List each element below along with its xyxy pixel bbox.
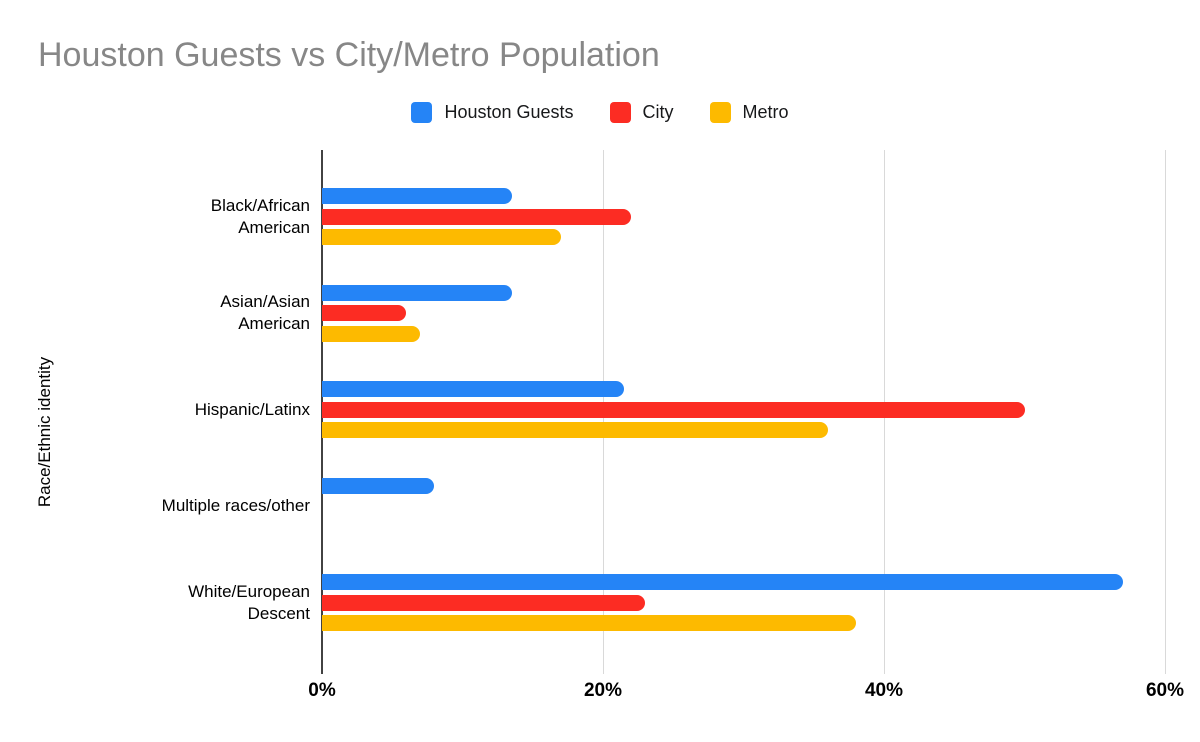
plot-area: 0% 20% 40% 60% [308,150,1184,701]
legend-label: Houston Guests [444,101,574,122]
category-label: Multiple races/other [90,495,310,517]
bar-city [322,305,407,321]
y-axis-title: Race/Ethnic identity [35,356,54,508]
bar-city [322,401,1025,418]
bar-houston-guests [322,381,625,397]
gridline [1165,150,1166,662]
category-label-line: Hispanic/Latinx [194,399,310,419]
category-label-line: American [238,217,310,237]
category-label: Hispanic/Latinx [90,399,310,421]
bar-metro [322,325,421,342]
bar-city [322,208,632,225]
bar-houston-guests [322,284,512,301]
bar-city [322,594,646,611]
category-label: White/European Descent [90,581,310,625]
chart-title: Houston Guests vs City/Metro Population [38,36,660,74]
bar-metro [322,229,561,245]
legend-swatch-icon [709,101,731,123]
bar-metro [322,615,856,631]
x-axis-tick-label: 0% [308,680,336,701]
legend-item-metro: Metro [709,101,789,123]
legend: Houston Guests City Metro [0,99,1200,125]
category-label-line: Asian/Asian [220,292,310,311]
category-label: Asian/Asian American [90,291,310,335]
category-label-line: White/European [188,581,310,601]
legend-swatch-icon [411,101,433,123]
legend-swatch-icon [609,101,631,123]
x-axis-tick-label: 60% [1145,680,1185,701]
bar-houston-guests [322,574,1123,590]
category-label-line: Black/African [210,195,310,215]
x-axis-tick [603,662,604,674]
legend-label: Metro [742,101,789,122]
x-axis-tick-label: 40% [864,680,904,701]
category-label-line: Descent [247,603,310,623]
legend-item-city: City [609,101,674,123]
x-axis-tick [884,662,885,674]
bar-houston-guests [322,477,435,494]
x-axis-tick-label: 20% [583,680,623,701]
bar-houston-guests [322,188,512,204]
category-label-line: American [238,314,310,333]
category-label-line: Multiple races/other [161,496,310,515]
bar-metro [322,422,828,438]
legend-label: City [642,101,674,122]
x-axis-tick [321,662,323,674]
x-axis-tick [1165,662,1166,674]
legend-item-houston-guests: Houston Guests [411,101,574,123]
category-label: Black/African American [90,195,310,239]
